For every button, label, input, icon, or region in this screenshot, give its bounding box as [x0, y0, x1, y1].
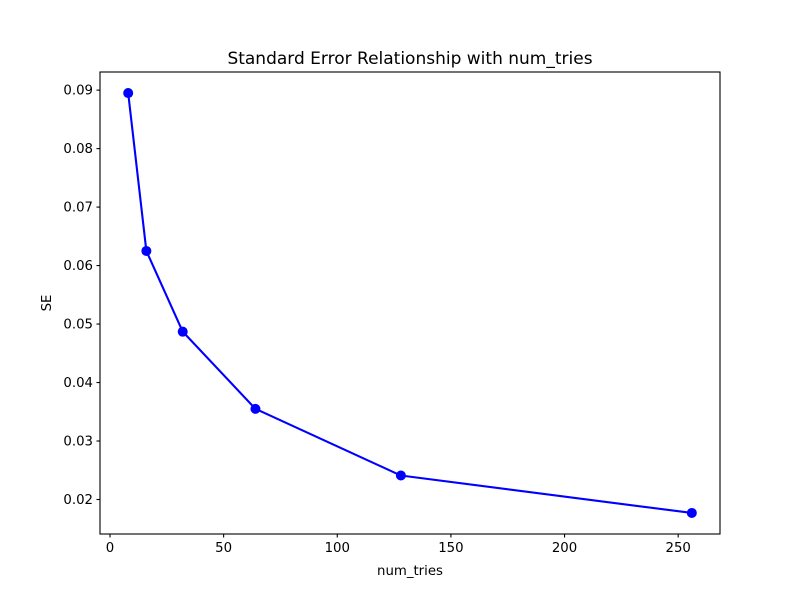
y-tick-label: 0.02	[63, 493, 93, 508]
y-tick-label: 0.07	[63, 201, 93, 216]
data-point-marker	[250, 403, 261, 414]
x-tick-label: 100	[325, 541, 350, 556]
x-axis-label: num_tries	[377, 564, 443, 579]
x-tick-label: 200	[552, 541, 577, 556]
axes-spines	[99, 71, 721, 535]
data-point-marker	[395, 470, 406, 481]
y-tick-label: 0.05	[63, 318, 93, 333]
data-point-marker	[686, 507, 697, 518]
y-tick-label: 0.09	[63, 84, 93, 99]
x-tick-label: 50	[215, 541, 232, 556]
data-point-marker	[123, 88, 134, 99]
x-tick-label: 250	[665, 541, 690, 556]
data-point-marker	[177, 326, 188, 337]
y-tick-label: 0.06	[63, 259, 93, 274]
se-line	[127, 92, 693, 514]
y-tick-label: 0.04	[63, 376, 93, 391]
y-tick-label: 0.08	[63, 142, 93, 157]
y-tick-label: 0.03	[63, 435, 93, 450]
x-tick-label: 0	[106, 541, 114, 556]
chart-title: Standard Error Relationship with num_tri…	[227, 49, 592, 69]
y-axis-label: SE	[40, 295, 55, 312]
data-point-marker	[141, 245, 152, 256]
x-tick-label: 150	[438, 541, 463, 556]
